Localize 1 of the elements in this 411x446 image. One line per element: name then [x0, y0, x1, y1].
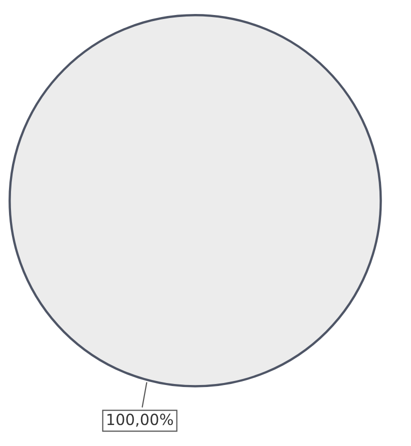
- data-label: 100,00%: [107, 414, 173, 427]
